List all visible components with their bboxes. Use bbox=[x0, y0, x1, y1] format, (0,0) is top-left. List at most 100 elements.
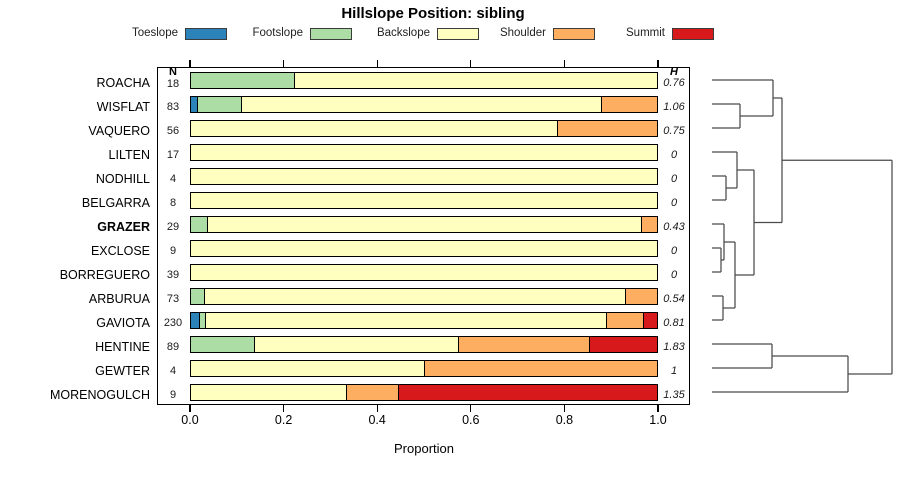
h-value: 0.76 bbox=[663, 77, 685, 89]
stacked-bar-arburua bbox=[190, 287, 658, 305]
axis-tick-top bbox=[563, 60, 565, 67]
legend-swatch-shoulder bbox=[553, 28, 595, 40]
h-value: 0 bbox=[670, 197, 678, 209]
stacked-bar-roacha bbox=[190, 71, 658, 89]
row-label-borreguero: BORREGUERO bbox=[59, 268, 150, 282]
row-label-wisflat: WISFLAT bbox=[96, 100, 150, 114]
bar-segment-backslope bbox=[253, 336, 458, 352]
bar-segment-toeslope bbox=[191, 96, 197, 112]
legend-item-backslope: Backslope bbox=[377, 27, 479, 40]
stacked-bar-exclose bbox=[190, 239, 658, 257]
legend-label: Shoulder bbox=[499, 27, 546, 39]
bar-segment-backslope bbox=[191, 360, 424, 376]
n-value: 9 bbox=[169, 245, 177, 257]
bar-segment-shoulder bbox=[346, 384, 398, 400]
n-value: 39 bbox=[166, 269, 180, 281]
axis-tick-label: 0.0 bbox=[181, 413, 199, 427]
stacked-bar-gaviota bbox=[190, 311, 658, 329]
bar-segment-backslope bbox=[294, 72, 657, 88]
legend-label: Backslope bbox=[376, 27, 430, 39]
bar-segment-toeslope bbox=[191, 312, 199, 328]
axis-tick-top bbox=[189, 60, 191, 67]
legend-item-shoulder: Shoulder bbox=[500, 27, 595, 40]
axis-tick-top bbox=[283, 60, 285, 67]
bar-segment-summit bbox=[588, 336, 657, 352]
bar-segment-shoulder bbox=[458, 336, 589, 352]
row-label-lilten: LILTEN bbox=[108, 148, 150, 162]
row-label-grazer: GRAZER bbox=[97, 220, 150, 234]
row-label-roacha: ROACHA bbox=[96, 76, 150, 90]
bar-segment-summit bbox=[642, 312, 657, 328]
row-label-belgarra: BELGARRA bbox=[81, 196, 150, 210]
axis-tick-bottom bbox=[376, 405, 378, 412]
bar-segment-backslope bbox=[206, 216, 642, 232]
n-value: 8 bbox=[169, 197, 177, 209]
axis-tick-bottom bbox=[189, 405, 191, 412]
bar-segment-backslope bbox=[191, 192, 657, 208]
axis-tick-bottom bbox=[470, 405, 472, 412]
chart-title: Hillslope Position: sibling bbox=[341, 5, 525, 22]
n-value: 17 bbox=[166, 149, 180, 161]
stacked-bar-vaquero bbox=[190, 119, 658, 137]
row-label-arburua: ARBURUA bbox=[88, 292, 150, 306]
bar-segment-backslope bbox=[191, 240, 657, 256]
legend-swatch-backslope bbox=[437, 28, 479, 40]
h-value: 0.81 bbox=[663, 317, 685, 329]
row-label-gaviota: GAVIOTA bbox=[96, 316, 150, 330]
legend-item-summit: Summit bbox=[626, 27, 714, 40]
bar-segment-backslope bbox=[241, 96, 601, 112]
h-value: 0.75 bbox=[663, 125, 685, 137]
n-value: 83 bbox=[166, 101, 180, 113]
stacked-bar-belgarra bbox=[190, 191, 658, 209]
axis-tick-top bbox=[470, 60, 472, 67]
axis-tick-bottom bbox=[563, 405, 565, 412]
axis-tick-top bbox=[376, 60, 378, 67]
axis-tick-bottom bbox=[657, 405, 659, 412]
h-value: 1.83 bbox=[663, 341, 685, 353]
bar-segment-backslope bbox=[191, 384, 347, 400]
row-label-vaquero: VAQUERO bbox=[88, 124, 150, 138]
n-value: 73 bbox=[166, 293, 180, 305]
stacked-bar-morenogulch bbox=[190, 383, 658, 401]
axis-tick-label: 0.4 bbox=[368, 413, 386, 427]
axis-tick-label: 0.6 bbox=[462, 413, 480, 427]
bar-segment-footslope bbox=[198, 312, 205, 328]
bar-segment-footslope bbox=[191, 336, 254, 352]
legend-item-toeslope: Toeslope bbox=[132, 27, 227, 40]
n-value: 230 bbox=[163, 317, 183, 329]
row-label-exclose: EXCLOSE bbox=[90, 244, 150, 258]
h-value: 0 bbox=[670, 245, 678, 257]
bar-segment-shoulder bbox=[557, 120, 657, 136]
bar-segment-footslope bbox=[191, 72, 295, 88]
bar-segment-backslope bbox=[191, 168, 657, 184]
n-value: 89 bbox=[166, 341, 180, 353]
bar-segment-backslope bbox=[191, 120, 558, 136]
legend-swatch-summit bbox=[672, 28, 714, 40]
axis-tick-label: 0.2 bbox=[274, 413, 293, 427]
n-value: 9 bbox=[169, 389, 177, 401]
axis-tick-label: 0.8 bbox=[555, 413, 574, 427]
n-value: 29 bbox=[166, 221, 180, 233]
legend-label: Toeslope bbox=[131, 27, 178, 39]
stacked-bar-lilten bbox=[190, 143, 658, 161]
n-value: 4 bbox=[169, 173, 177, 185]
bar-segment-shoulder bbox=[600, 96, 657, 112]
bar-segment-shoulder bbox=[606, 312, 643, 328]
bar-segment-summit bbox=[397, 384, 657, 400]
h-value: 1 bbox=[670, 365, 678, 377]
stacked-bar-nodhill bbox=[190, 167, 658, 185]
x-axis-title: Proportion bbox=[394, 441, 454, 456]
h-value: 0 bbox=[670, 269, 678, 281]
legend-item-footslope: Footslope bbox=[252, 27, 352, 40]
bar-segment-backslope bbox=[191, 144, 657, 160]
bar-segment-shoulder bbox=[624, 288, 657, 304]
legend-swatch-toeslope bbox=[185, 28, 227, 40]
n-column-header: N bbox=[169, 66, 177, 78]
legend-label: Summit bbox=[626, 27, 665, 39]
bar-segment-footslope bbox=[191, 216, 207, 232]
h-value: 0 bbox=[670, 149, 678, 161]
bar-segment-footslope bbox=[196, 96, 242, 112]
row-label-hentine: HENTINE bbox=[95, 340, 150, 354]
axis-tick-label: 1.0 bbox=[649, 413, 667, 427]
